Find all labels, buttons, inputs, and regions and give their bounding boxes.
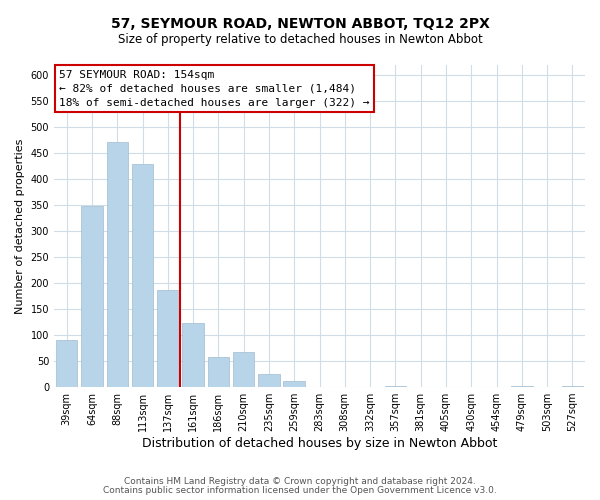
Bar	[233, 352, 254, 387]
Bar	[511, 386, 533, 387]
Y-axis label: Number of detached properties: Number of detached properties	[15, 138, 25, 314]
Bar	[81, 206, 103, 387]
Bar	[132, 164, 153, 387]
Bar	[562, 386, 583, 387]
Bar	[182, 323, 204, 387]
Text: Size of property relative to detached houses in Newton Abbot: Size of property relative to detached ho…	[118, 32, 482, 46]
Text: 57, SEYMOUR ROAD, NEWTON ABBOT, TQ12 2PX: 57, SEYMOUR ROAD, NEWTON ABBOT, TQ12 2PX	[110, 18, 490, 32]
Text: Contains public sector information licensed under the Open Government Licence v3: Contains public sector information licen…	[103, 486, 497, 495]
X-axis label: Distribution of detached houses by size in Newton Abbot: Distribution of detached houses by size …	[142, 437, 497, 450]
Bar	[385, 386, 406, 387]
Text: 57 SEYMOUR ROAD: 154sqm
← 82% of detached houses are smaller (1,484)
18% of semi: 57 SEYMOUR ROAD: 154sqm ← 82% of detache…	[59, 70, 370, 108]
Bar	[56, 340, 77, 387]
Bar	[157, 290, 179, 387]
Text: Contains HM Land Registry data © Crown copyright and database right 2024.: Contains HM Land Registry data © Crown c…	[124, 477, 476, 486]
Bar	[208, 358, 229, 387]
Bar	[283, 381, 305, 387]
Bar	[258, 374, 280, 387]
Bar	[107, 142, 128, 387]
